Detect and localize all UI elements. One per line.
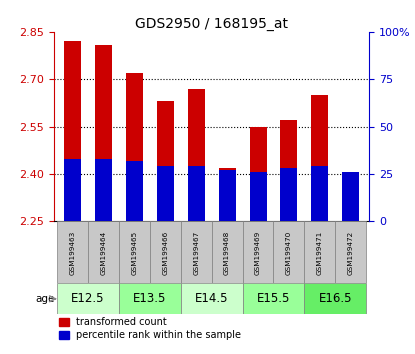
- Bar: [188, 166, 205, 222]
- Bar: [157, 166, 174, 222]
- Bar: [243, 222, 273, 284]
- Text: GSM199463: GSM199463: [69, 230, 76, 275]
- Text: E15.5: E15.5: [257, 292, 290, 305]
- Bar: [157, 101, 174, 222]
- Bar: [219, 170, 236, 222]
- Legend: transformed count, percentile rank within the sample: transformed count, percentile rank withi…: [59, 317, 241, 340]
- Bar: [281, 120, 298, 222]
- Bar: [181, 284, 243, 314]
- Bar: [57, 284, 119, 314]
- Text: GSM199467: GSM199467: [193, 230, 199, 275]
- Text: GSM199469: GSM199469: [255, 230, 261, 275]
- Bar: [95, 45, 112, 222]
- Bar: [88, 222, 119, 284]
- Bar: [64, 159, 81, 222]
- Text: GSM199465: GSM199465: [131, 230, 137, 275]
- Bar: [281, 169, 298, 222]
- Bar: [150, 222, 181, 284]
- Bar: [119, 222, 150, 284]
- Text: E13.5: E13.5: [133, 292, 166, 305]
- Bar: [119, 284, 181, 314]
- Bar: [126, 161, 143, 222]
- Bar: [249, 127, 266, 222]
- Text: E16.5: E16.5: [319, 292, 352, 305]
- Bar: [311, 95, 328, 222]
- Bar: [249, 172, 266, 222]
- Bar: [181, 222, 212, 284]
- Bar: [212, 222, 243, 284]
- Text: GSM199466: GSM199466: [162, 230, 168, 275]
- Bar: [188, 89, 205, 222]
- Text: age: age: [35, 294, 54, 304]
- Bar: [64, 41, 81, 222]
- Bar: [311, 166, 328, 222]
- Bar: [342, 172, 359, 222]
- Bar: [305, 284, 366, 314]
- Text: GSM199468: GSM199468: [224, 230, 230, 275]
- Text: E14.5: E14.5: [195, 292, 228, 305]
- Bar: [342, 184, 359, 222]
- Text: GSM199464: GSM199464: [100, 230, 106, 275]
- Title: GDS2950 / 168195_at: GDS2950 / 168195_at: [135, 17, 288, 31]
- Bar: [273, 222, 305, 284]
- Bar: [243, 284, 305, 314]
- Bar: [305, 222, 335, 284]
- Bar: [126, 73, 143, 222]
- Bar: [335, 222, 366, 284]
- Text: E12.5: E12.5: [71, 292, 105, 305]
- Text: GSM199472: GSM199472: [348, 230, 354, 275]
- Bar: [57, 222, 88, 284]
- Text: GSM199471: GSM199471: [317, 230, 323, 275]
- Text: GSM199470: GSM199470: [286, 230, 292, 275]
- Bar: [95, 159, 112, 222]
- Bar: [219, 168, 236, 222]
